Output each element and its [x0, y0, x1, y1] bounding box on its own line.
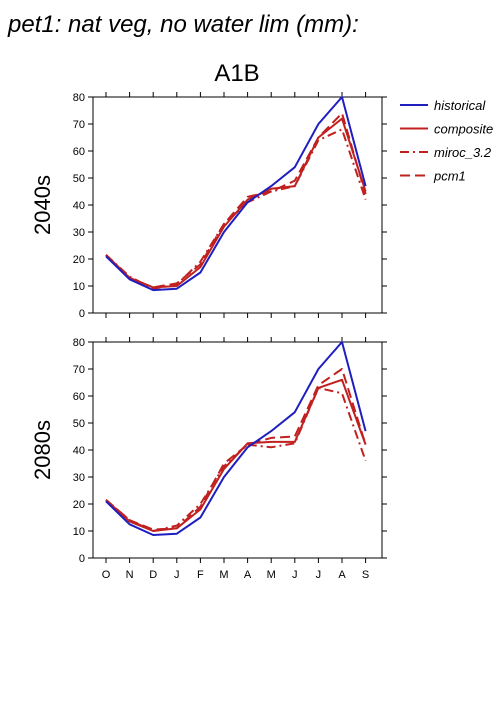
- y-tick-label: 40: [73, 445, 85, 457]
- panel-2040s: 0 10 20 30 40 50 60 70 80 2040s: [30, 92, 387, 320]
- y-tick-label: 60: [73, 391, 85, 403]
- series-line-pcm1: [105, 368, 367, 531]
- x-tick-label: N: [126, 569, 134, 581]
- x-tick-label: D: [149, 569, 157, 581]
- legend-label: pcm1: [433, 169, 466, 184]
- period-label: 2080s: [30, 420, 55, 480]
- legend-label: miroc_3.2: [434, 145, 492, 160]
- x-tick-label: S: [362, 569, 369, 581]
- y-tick-label: 0: [79, 553, 85, 565]
- panels: 0 10 20 30 40 50 60 70 80 2040s 0 10 20 30 40 50 60 70 80 O…: [30, 92, 387, 581]
- plot-frame: [92, 341, 383, 559]
- x-tick-label: A: [338, 569, 346, 581]
- x-tick-label: A: [244, 569, 252, 581]
- y-tick-label: 50: [73, 173, 85, 185]
- y-tick-label: 80: [73, 92, 85, 104]
- x-tick-label: M: [267, 569, 276, 581]
- y-tick-label: 30: [73, 227, 85, 239]
- y-tick-label: 10: [73, 526, 85, 538]
- x-tick-label: J: [292, 569, 298, 581]
- y-tick-label: 10: [73, 281, 85, 293]
- legend: historical composite miroc_3.2 pcm1: [400, 98, 493, 184]
- x-tick-label: O: [102, 569, 111, 581]
- period-label: 2040s: [30, 175, 55, 235]
- y-tick-label: 0: [79, 308, 85, 320]
- y-tick-label: 80: [73, 337, 85, 349]
- legend-item: composite: [400, 122, 493, 137]
- series-line-miroc-3-2: [105, 386, 367, 532]
- series-line-historical: [105, 96, 367, 292]
- legend-item: miroc_3.2: [400, 145, 492, 160]
- x-tick-label: J: [316, 569, 322, 581]
- y-tick-label: 70: [73, 119, 85, 131]
- y-tick-label: 20: [73, 254, 85, 266]
- series-line-miroc-3-2: [105, 128, 367, 290]
- series-line-composite: [105, 117, 367, 289]
- figure-title: pet1: nat veg, no water lim (mm):: [7, 11, 359, 38]
- y-tick-label: 70: [73, 364, 85, 376]
- x-tick-label: J: [174, 569, 180, 581]
- y-tick-label: 20: [73, 499, 85, 511]
- legend-label: composite: [434, 122, 493, 137]
- scenario-title: A1B: [214, 60, 259, 87]
- x-tick-label: F: [197, 569, 204, 581]
- series-line-pcm1: [105, 112, 367, 289]
- x-tick-label: M: [219, 569, 228, 581]
- series-line-historical: [105, 341, 367, 536]
- panel-2080s: 0 10 20 30 40 50 60 70 80 O N D J F M A M J J A S 2080s: [30, 337, 387, 581]
- legend-item: pcm1: [400, 169, 466, 184]
- y-tick-label: 30: [73, 472, 85, 484]
- y-tick-label: 40: [73, 200, 85, 212]
- legend-item: historical: [400, 98, 486, 113]
- series-line-composite: [105, 378, 367, 532]
- y-tick-label: 50: [73, 418, 85, 430]
- y-tick-label: 60: [73, 146, 85, 158]
- legend-label: historical: [434, 98, 486, 113]
